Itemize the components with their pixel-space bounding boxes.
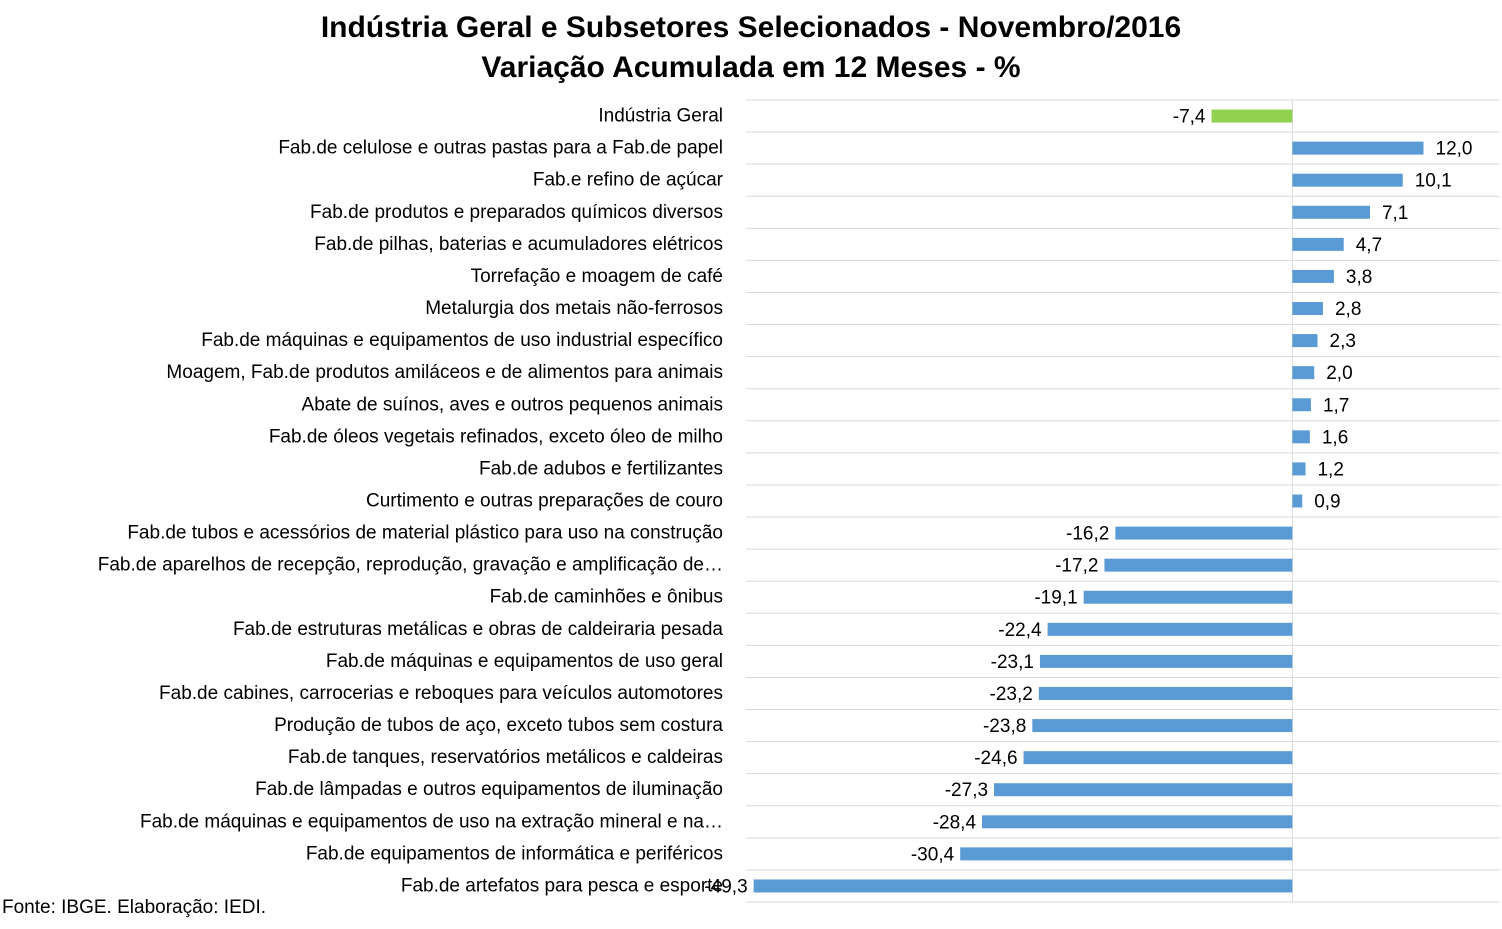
- category-label: Curtimento e outras preparações de couro: [366, 491, 723, 512]
- bar: [1292, 398, 1311, 412]
- category-label: Fab.de caminhões e ônibus: [490, 587, 723, 608]
- category-label: Fab.de máquinas e equipamentos de uso na…: [140, 811, 723, 832]
- value-label: 2,8: [1335, 299, 1361, 320]
- value-label: 1,7: [1323, 395, 1349, 416]
- bar: [994, 783, 1293, 797]
- value-label: 3,8: [1346, 267, 1372, 288]
- bar: [1292, 366, 1315, 380]
- category-label: Torrefação e moagem de café: [471, 266, 723, 287]
- category-label: Fab.de aparelhos de recepção, reprodução…: [98, 555, 723, 576]
- bar: [1292, 205, 1370, 219]
- bar: [982, 815, 1293, 829]
- value-label: 12,0: [1436, 139, 1473, 160]
- value-label: 10,1: [1415, 171, 1452, 192]
- bar: [1292, 173, 1403, 187]
- value-label: 1,2: [1317, 459, 1343, 480]
- source-note: Fonte: IBGE. Elaboração: IEDI.: [2, 897, 267, 918]
- value-label: 2,3: [1330, 331, 1356, 352]
- category-label: Fab.de óleos vegetais refinados, exceto …: [269, 426, 723, 447]
- bar: [1104, 558, 1293, 572]
- bar: [1211, 109, 1293, 123]
- category-label: Fab.de artefatos para pesca e esporte: [401, 875, 723, 896]
- value-label: 0,9: [1314, 492, 1340, 513]
- category-label: Metalurgia dos metais não-ferrosos: [425, 298, 723, 319]
- category-label: Fab.de máquinas e equipamentos de uso in…: [201, 330, 723, 351]
- value-label: -17,2: [1055, 556, 1098, 577]
- chart-title-line-1: Indústria Geral e Subsetores Selecionado…: [320, 11, 1182, 44]
- category-label: Fab.de lâmpadas e outros equipamentos de…: [255, 779, 723, 800]
- bar: [1292, 141, 1424, 155]
- category-label: Fab.de máquinas e equipamentos de uso ge…: [326, 651, 723, 672]
- value-label: 1,6: [1322, 427, 1348, 448]
- bar: [1032, 719, 1293, 733]
- bar: [1039, 654, 1293, 668]
- category-label: Produção de tubos de aço, exceto tubos s…: [274, 715, 723, 736]
- value-label: -28,4: [933, 812, 977, 833]
- value-label: -24,6: [974, 748, 1017, 769]
- category-label: Fab.de cabines, carrocerias e reboques p…: [159, 683, 723, 704]
- category-label: Fab.de pilhas, baterias e acumuladores e…: [314, 234, 723, 255]
- bar: [1292, 494, 1303, 508]
- bar: [1292, 462, 1306, 476]
- value-label: 4,7: [1356, 235, 1382, 256]
- category-label: Fab.de estruturas metálicas e obras de c…: [233, 619, 723, 640]
- value-label: -30,4: [911, 844, 955, 865]
- bar: [1292, 269, 1334, 283]
- bar: [1292, 334, 1318, 348]
- value-label: -22,4: [998, 620, 1042, 641]
- category-label: Fab.de produtos e preparados químicos di…: [310, 202, 723, 223]
- category-label: Moagem, Fab.de produtos amiláceos e de a…: [166, 362, 723, 383]
- category-label: Fab.e refino de açúcar: [533, 170, 724, 191]
- bar: [960, 847, 1293, 861]
- value-label: -23,2: [990, 684, 1033, 705]
- value-label: -16,2: [1066, 524, 1109, 545]
- value-label: 2,0: [1326, 363, 1352, 384]
- bar: [1047, 622, 1293, 636]
- category-label: Fab.de equipamentos de informática e per…: [306, 843, 723, 864]
- value-label: -23,8: [983, 716, 1026, 737]
- bar: [1038, 686, 1293, 700]
- bar: [1083, 590, 1293, 604]
- bar: [1292, 302, 1323, 316]
- value-label: -23,1: [991, 652, 1034, 673]
- bar: [1292, 430, 1310, 444]
- category-label: Fab.de celulose e outras pastas para a F…: [278, 138, 723, 159]
- bar: [753, 879, 1293, 893]
- category-label: Fab.de adubos e fertilizantes: [479, 458, 723, 479]
- value-label: -19,1: [1034, 588, 1077, 609]
- value-label: -27,3: [945, 780, 988, 801]
- value-label: -7,4: [1173, 107, 1206, 128]
- chart-title: Indústria Geral e Subsetores Selecionado…: [0, 8, 1502, 88]
- value-label: 7,1: [1382, 203, 1408, 224]
- bar: [1115, 526, 1293, 540]
- category-label: Indústria Geral: [598, 106, 723, 127]
- value-label: -49,3: [704, 876, 747, 897]
- category-label: Abate de suínos, aves e outros pequenos …: [302, 394, 723, 415]
- bar: [1292, 237, 1344, 251]
- category-label: Fab.de tanques, reservatórios metálicos …: [288, 747, 723, 768]
- category-label: Fab.de tubos e acessórios de material pl…: [127, 523, 723, 544]
- chart-title-line-2: Variação Acumulada em 12 Meses - %: [481, 51, 1021, 84]
- bar: [1023, 751, 1293, 765]
